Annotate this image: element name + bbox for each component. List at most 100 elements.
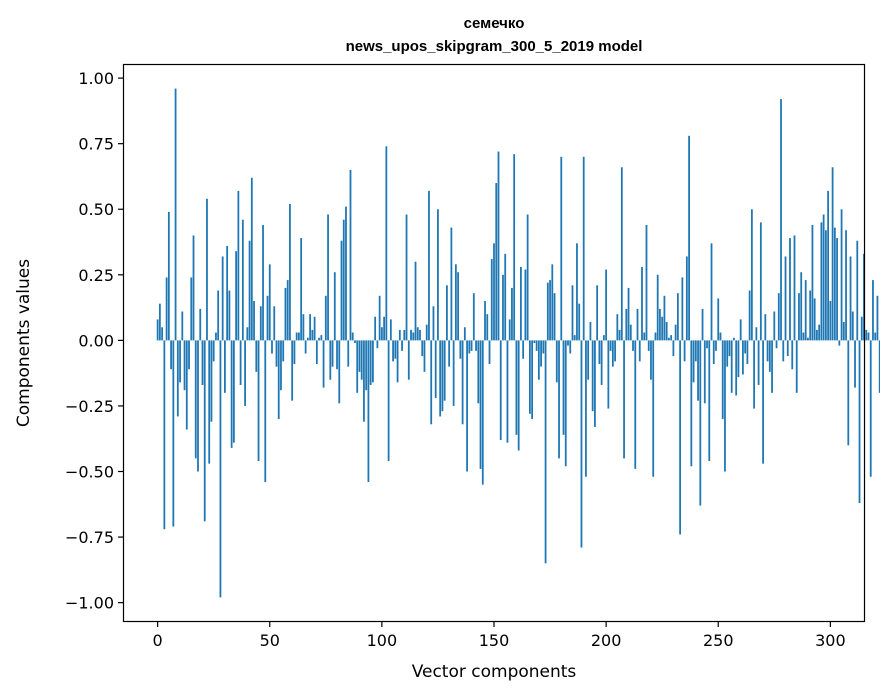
bar [289, 204, 291, 341]
bar [580, 340, 583, 548]
bar [800, 272, 803, 341]
bar [448, 340, 451, 367]
bar [665, 322, 668, 341]
bar [446, 285, 448, 341]
bar [298, 332, 300, 341]
bar [647, 340, 650, 351]
bar [266, 295, 269, 341]
bar [542, 340, 545, 354]
bar [643, 332, 646, 341]
bar [616, 314, 619, 341]
bar [594, 340, 596, 427]
bar [262, 224, 264, 341]
bar [161, 327, 164, 341]
x-tick-label: 150 [479, 631, 510, 650]
bar [829, 301, 832, 341]
bar [858, 340, 861, 503]
bar [836, 238, 838, 341]
bar [410, 329, 412, 341]
bar [560, 156, 563, 341]
bar [614, 340, 616, 362]
bar [170, 340, 172, 370]
bar [576, 243, 578, 341]
x-tick-label: 250 [703, 631, 734, 650]
bar [596, 285, 599, 341]
bar [320, 335, 323, 341]
bar [194, 340, 197, 459]
bar [668, 337, 670, 341]
bar [528, 340, 531, 414]
bar [230, 340, 233, 448]
bar [250, 177, 253, 341]
bar [300, 238, 303, 341]
bar [331, 340, 334, 367]
x-tick-label: 50 [260, 631, 280, 650]
bar [425, 324, 428, 341]
bar [463, 327, 466, 341]
bar [764, 314, 767, 341]
bar [847, 340, 850, 446]
bar [306, 337, 309, 341]
bar [849, 256, 852, 341]
bar [367, 340, 370, 482]
bar [771, 340, 773, 393]
bar [363, 340, 365, 422]
bar [582, 156, 585, 341]
bar [780, 99, 782, 341]
bar [208, 340, 211, 464]
bar [338, 340, 341, 404]
bar [611, 340, 614, 367]
bar [488, 340, 491, 364]
bar [589, 322, 592, 341]
bar [730, 340, 733, 393]
bar [264, 340, 267, 482]
y-tick-label: 1.00 [78, 69, 114, 88]
bar [203, 340, 206, 522]
bar [506, 340, 509, 443]
bar [206, 198, 208, 341]
bar [452, 340, 455, 406]
bar [625, 308, 628, 341]
bar [430, 340, 433, 425]
bar [219, 340, 222, 598]
bar [865, 329, 868, 341]
bar [414, 261, 417, 341]
bar [479, 340, 482, 469]
bar [499, 340, 502, 441]
bar [811, 224, 814, 341]
bar [434, 340, 437, 399]
bar [690, 340, 693, 467]
bar [385, 146, 388, 341]
bar [813, 298, 816, 341]
bar [703, 340, 706, 404]
bar [235, 251, 238, 341]
bar [634, 340, 637, 469]
x-axis-ticks: 0 50 100 150 200 250 300 [153, 621, 846, 650]
bar [569, 340, 572, 354]
bar [450, 227, 453, 341]
bar [683, 340, 686, 362]
bar [181, 311, 184, 341]
bar [389, 319, 392, 341]
bar [215, 332, 217, 341]
bar [699, 340, 702, 506]
bar [827, 190, 830, 341]
bar [416, 327, 419, 341]
bar [466, 340, 468, 472]
bar [782, 340, 785, 362]
bar [874, 332, 877, 341]
bar [217, 290, 220, 341]
bar [324, 295, 327, 341]
bar [724, 340, 726, 472]
bar [347, 340, 350, 367]
bar [484, 301, 486, 341]
x-tick-label: 0 [153, 631, 163, 650]
bar [715, 340, 717, 351]
bar [737, 340, 740, 378]
bar [524, 269, 527, 341]
bar [275, 340, 278, 367]
bar [345, 206, 347, 341]
bar [807, 337, 809, 341]
bar [421, 340, 424, 357]
bar [746, 340, 749, 364]
